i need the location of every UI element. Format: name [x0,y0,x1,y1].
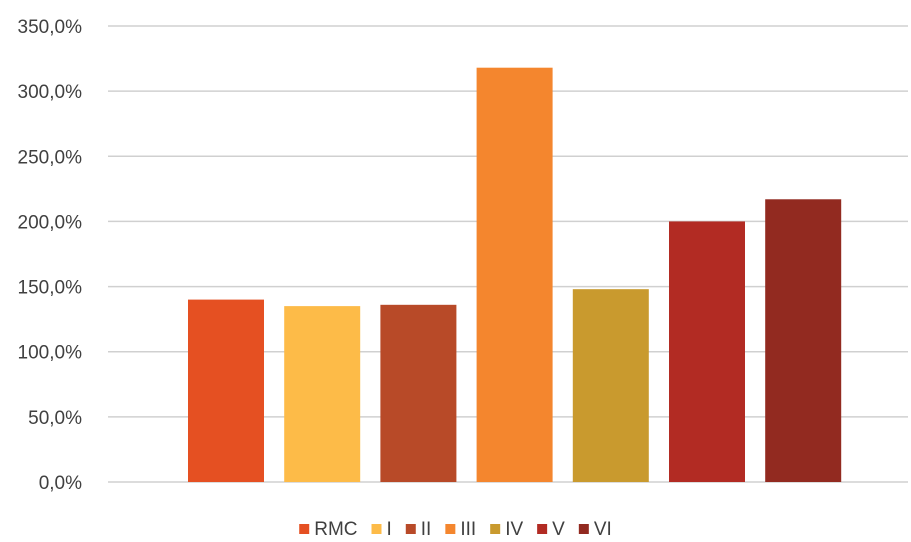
legend-swatch-ii [405,524,416,534]
bar-vi [765,199,842,482]
legend-swatch-v [537,524,548,534]
bar-i [284,306,361,482]
bars [188,67,842,482]
legend-label-vi: VI [594,519,612,540]
legend-swatch-rmc [299,524,310,534]
y-tick-label: 50,0% [28,408,82,429]
y-tick-label: 150,0% [18,278,83,299]
y-axis-tick-labels: 0,0% 50,0% 100,0% 150,0% 200,0% 250,0% 300,0% 3… [18,17,83,494]
y-tick-label: 300,0% [18,82,83,103]
legend-label-iii: III [460,519,476,540]
legend: RMC I II III IV V VI [299,519,612,540]
legend-label-v: V [552,519,565,540]
bar-ii [380,304,457,482]
legend-swatch-iv [490,524,501,534]
legend-swatch-iii [445,524,456,534]
y-tick-label: 250,0% [18,147,83,168]
legend-label-iv: IV [505,519,523,540]
legend-swatch-i [371,524,382,534]
y-tick-label: 200,0% [18,212,83,233]
y-tick-label: 350,0% [18,17,83,38]
bar-v [669,221,745,482]
bar-rmc [188,299,264,482]
bar-iv [572,289,649,482]
legend-swatch-vi [578,524,589,534]
y-tick-label: 100,0% [18,343,83,364]
legend-label-rmc: RMC [314,519,357,540]
legend-label-i: I [387,519,392,540]
bar-iii [476,67,553,482]
legend-label-ii: II [421,519,432,540]
y-tick-label: 0,0% [39,473,82,494]
